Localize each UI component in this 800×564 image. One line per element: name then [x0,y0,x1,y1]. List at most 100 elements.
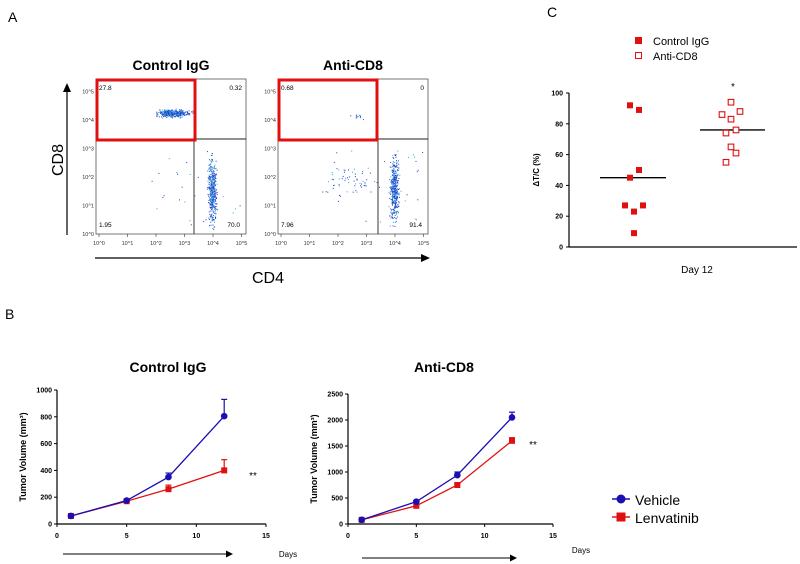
event-dot [379,186,380,188]
event-dot [213,204,215,206]
event-dot [207,151,208,153]
y-tick-label: 2500 [327,392,343,399]
event-dot [212,199,214,201]
event-dot [213,215,215,217]
event-dot [392,188,394,190]
event-dot [180,113,182,114]
event-dot [336,152,338,154]
event-dot [394,172,396,174]
gate-cd8-positive [277,78,379,142]
event-dot [166,113,168,115]
event-dot [159,110,161,112]
event-dot [213,183,215,185]
event-dot [168,113,170,115]
event-dot [390,193,392,195]
plot-title: Anti-CD8 [323,57,383,73]
event-dot [355,115,357,117]
event-dot [211,179,213,181]
event-dot [394,181,396,183]
event-dot [391,181,393,183]
event-dot [161,112,162,114]
legend-item-vehicle: Vehicle [612,492,680,508]
x-tick-label: 10^4 [207,241,219,247]
event-dot [169,112,171,114]
event-dot [151,180,153,182]
event-dot [396,212,398,213]
event-dot [395,218,397,220]
event-dot [212,194,214,196]
panel-label-a: A [8,9,18,25]
event-dot [156,113,157,115]
event-dot [171,111,173,113]
event-dot [408,157,410,159]
event-dot [173,113,175,114]
event-dot [212,206,214,208]
event-dot [234,208,236,210]
x-axis-label: Days [572,546,590,555]
event-dot [345,177,347,179]
event-dot [391,201,393,202]
y-axis-label: Tumor Volume (mm³) [309,414,319,503]
event-dot [393,213,395,214]
event-dot [392,194,394,196]
event-dot [391,186,393,188]
event-dot [395,211,397,213]
event-dot [172,110,174,112]
event-dot [210,167,212,169]
panel-label-c: C [547,4,557,20]
event-dot [396,188,398,190]
event-dot [394,200,396,202]
event-dot [394,165,396,167]
event-dot [322,191,324,193]
event-dot [394,189,396,191]
event-dot [354,176,356,178]
event-dot [338,169,340,171]
y-tick-label: 80 [555,121,563,128]
event-dot [393,179,395,180]
event-dot [208,211,210,213]
event-dot [209,180,211,182]
event-dot [211,166,213,168]
event-dot [397,150,399,152]
event-dot [212,205,214,207]
event-dot [181,186,183,188]
event-dot [211,192,213,194]
event-dot [211,181,213,182]
event-dot [333,161,335,163]
event-dot [391,216,393,218]
event-dot [214,206,216,208]
event-dot [215,178,217,179]
event-dot [211,209,213,211]
event-dot [391,198,393,200]
event-dot [212,182,214,183]
event-dot [164,113,166,115]
event-dot [395,190,397,192]
event-dot [174,110,176,112]
event-dot [393,157,395,159]
event-dot [173,116,175,118]
event-dot [215,217,217,219]
event-dot [212,179,214,181]
event-dot [192,111,194,113]
event-dot [213,191,215,193]
flow-plot-anti-cd8: Anti-CD8 0.68 0 7.96 91.4 10^0 10^0 10^1 10^1 10^… [264,57,429,247]
event-dot [210,178,212,180]
event-dot [211,194,213,196]
event-dot [212,190,214,192]
event-dot [417,199,419,201]
event-dot [398,188,400,190]
event-dot [211,189,213,191]
event-dot [211,214,213,216]
event-dot [392,225,394,227]
event-dot [169,114,171,115]
event-dot [394,176,396,177]
event-dot [166,110,168,112]
event-dot [171,109,173,111]
y-tick-label: 600 [40,441,52,448]
legend-item-lenvatinib: Lenvatinib [612,510,699,526]
event-dot [212,160,214,162]
event-dot [189,220,191,222]
quadrant-value-top-right: 0 [420,85,424,92]
tumor-volume-chart-control-igg: Control IgG 0 200 400 600 800 1000 0 5 10 15 Tumor … [18,359,297,559]
event-dot [232,212,234,214]
